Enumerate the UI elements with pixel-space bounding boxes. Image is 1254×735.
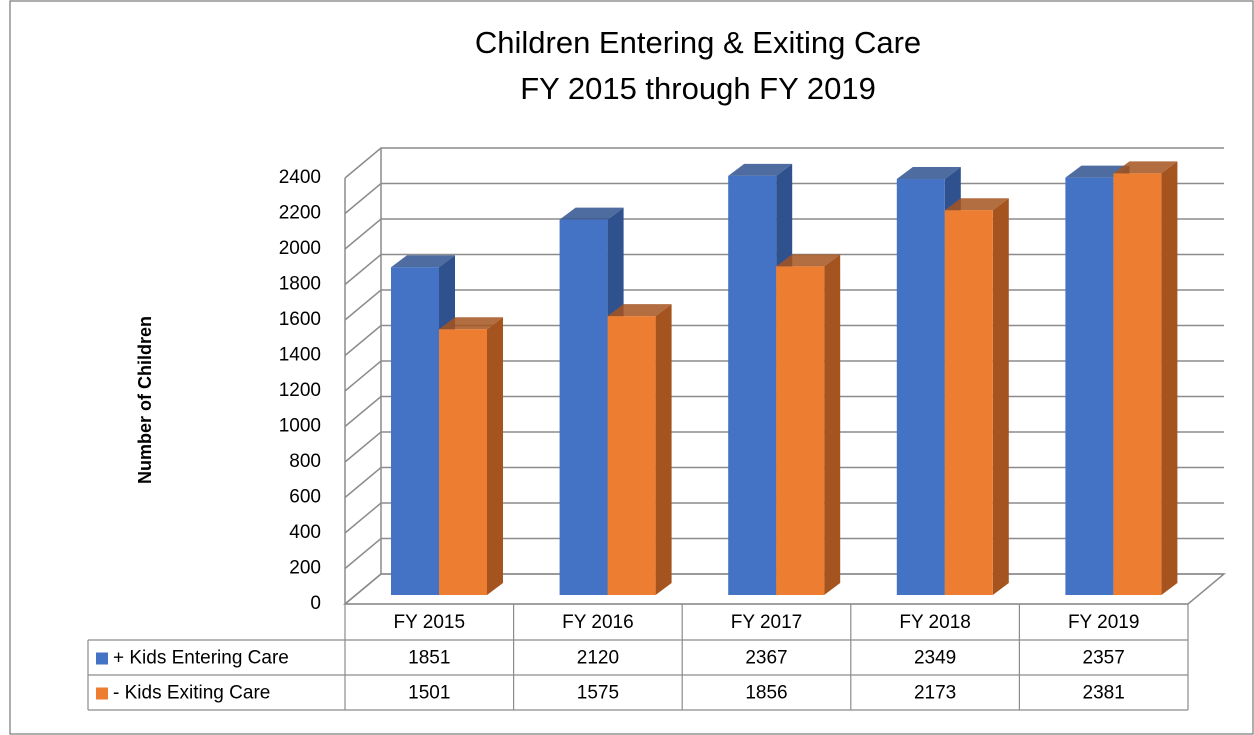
y-tick-label: 800 xyxy=(289,451,321,472)
legend-swatch xyxy=(96,687,108,700)
x-tick-label: FY 2017 xyxy=(731,612,802,633)
y-tick-label: 2200 xyxy=(279,203,321,224)
chart-subtitle: FY 2015 through FY 2019 xyxy=(520,71,876,106)
bar xyxy=(559,219,608,596)
grid-line xyxy=(344,147,1224,179)
y-tick-label: 1200 xyxy=(279,380,321,401)
table-value: 2367 xyxy=(745,648,787,669)
bar-top xyxy=(776,254,841,267)
y-tick-label: 1600 xyxy=(279,309,321,330)
bar-side xyxy=(824,254,841,596)
bar xyxy=(1113,173,1162,596)
table-value: 1851 xyxy=(408,648,450,669)
table-value: 2120 xyxy=(577,648,619,669)
bar xyxy=(607,316,656,595)
y-axis-label: Number of Children xyxy=(135,316,155,484)
table-value: 2173 xyxy=(914,683,956,704)
bar xyxy=(776,266,825,595)
table-value: 1856 xyxy=(745,683,787,704)
bar xyxy=(391,267,439,595)
table-value: 2381 xyxy=(1083,683,1125,704)
table-value: 2349 xyxy=(914,648,956,669)
bar-side xyxy=(1161,161,1178,596)
bar-top xyxy=(1113,161,1178,174)
y-tick-label: 400 xyxy=(289,522,321,543)
bar-top xyxy=(944,198,1009,211)
y-tick-label: 2000 xyxy=(279,238,321,259)
x-tick-label: FY 2015 xyxy=(394,612,465,633)
bar xyxy=(944,210,993,595)
y-tick-label: 1000 xyxy=(279,416,321,437)
chart-title: Children Entering & Exiting Care xyxy=(475,25,921,60)
y-tick-label: 600 xyxy=(289,487,321,508)
bar-top xyxy=(439,317,503,330)
x-tick-label: FY 2019 xyxy=(1068,612,1139,633)
table-value: 1575 xyxy=(577,683,619,704)
bar xyxy=(439,329,487,595)
bar-side xyxy=(655,304,672,595)
y-tick-label: 1800 xyxy=(279,274,321,295)
legend-label: + Kids Entering Care xyxy=(113,648,289,669)
legend-swatch xyxy=(96,652,108,665)
bar-top xyxy=(607,304,672,317)
bar xyxy=(728,175,777,595)
bar-side xyxy=(992,198,1009,595)
bar-side xyxy=(487,317,503,595)
table-value: 1501 xyxy=(408,683,450,704)
x-tick-label: FY 2018 xyxy=(899,612,970,633)
bar-top xyxy=(391,255,455,268)
y-tick-label: 1400 xyxy=(279,345,321,366)
x-tick-label: FY 2016 xyxy=(562,612,633,633)
y-tick-label: 200 xyxy=(289,558,321,579)
y-tick-label: 2400 xyxy=(279,167,321,188)
bar-top xyxy=(559,207,624,220)
bar-top xyxy=(896,167,961,180)
table-value: 2357 xyxy=(1083,648,1125,669)
bar xyxy=(896,179,945,595)
bar-top xyxy=(728,163,793,176)
bar xyxy=(1065,177,1114,596)
legend-label: - Kids Exiting Care xyxy=(113,683,270,704)
y-tick-label: 0 xyxy=(310,593,321,614)
